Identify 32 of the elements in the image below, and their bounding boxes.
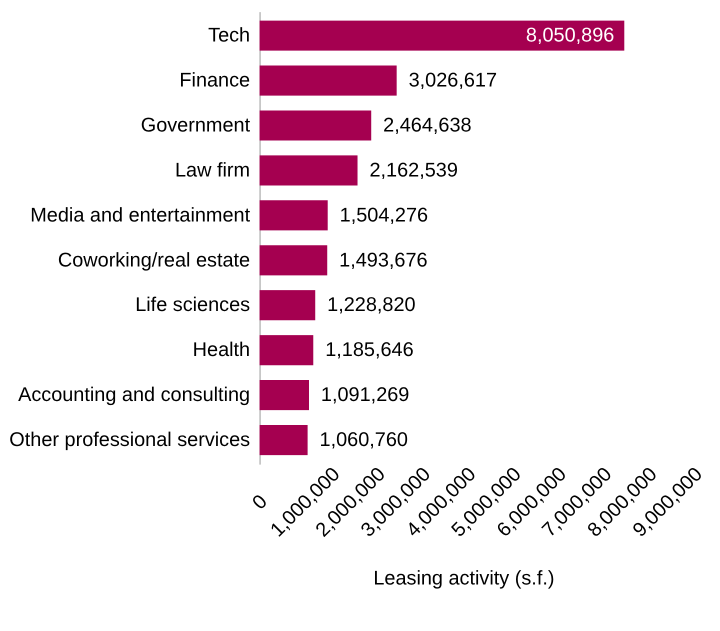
bar bbox=[260, 335, 314, 366]
bar bbox=[260, 380, 309, 410]
y-tick-label: Health bbox=[192, 339, 250, 362]
x-tick-label: 0 bbox=[248, 490, 272, 514]
data-label: 1,493,676 bbox=[339, 249, 428, 272]
bar bbox=[260, 20, 624, 51]
x-axis-title: Leasing activity (s.f.) bbox=[373, 567, 554, 590]
data-label: 2,464,638 bbox=[383, 114, 472, 136]
y-tick-label: Government bbox=[140, 114, 251, 136]
bar bbox=[260, 200, 328, 230]
data-label: 1,060,760 bbox=[320, 429, 408, 451]
bar bbox=[260, 66, 397, 96]
data-label: 1,185,646 bbox=[325, 339, 414, 362]
bar bbox=[260, 110, 372, 141]
data-label: 8,050,896 bbox=[526, 24, 614, 47]
bar bbox=[260, 424, 308, 456]
data-label: 1,228,820 bbox=[327, 294, 416, 316]
y-tick-label: Finance bbox=[179, 70, 250, 92]
y-tick-label: Life sciences bbox=[135, 294, 250, 316]
bar bbox=[260, 155, 358, 186]
data-label: 1,091,269 bbox=[320, 384, 410, 406]
y-tick-label: Law firm bbox=[175, 159, 250, 182]
bar bbox=[260, 245, 328, 276]
bar bbox=[260, 290, 316, 320]
y-tick-label: Other professional services bbox=[9, 429, 250, 451]
y-tick-label: Coworking/real estate bbox=[58, 249, 250, 272]
y-tick-label: Tech bbox=[208, 24, 250, 47]
data-label: 2,162,539 bbox=[369, 159, 458, 182]
y-tick-label: Media and entertainment bbox=[30, 204, 251, 226]
data-label: 3,026,617 bbox=[408, 70, 498, 92]
y-tick-label: Accounting and consulting bbox=[18, 384, 250, 406]
data-label: 1,504,276 bbox=[340, 204, 428, 226]
